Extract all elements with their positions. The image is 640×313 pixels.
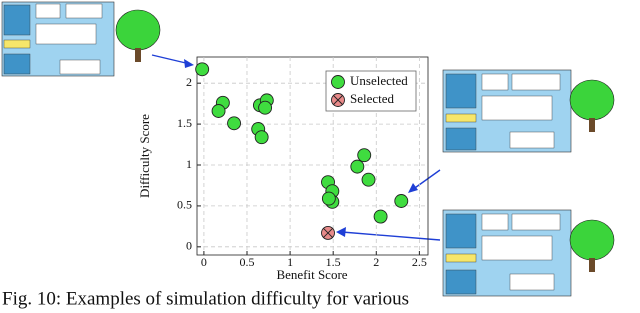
legend-label: Selected: [350, 91, 395, 106]
point: [394, 194, 409, 208]
y-tick-label: 0.5: [177, 198, 192, 212]
point-body: [357, 148, 372, 163]
point-body: [394, 194, 409, 208]
point-body: [321, 191, 336, 206]
y-tick-label: 1: [186, 157, 192, 171]
point-body: [350, 159, 365, 174]
arrows: [151, 54, 441, 241]
y-axis-label: Difficulty Score: [137, 114, 152, 198]
x-tick-label: 2.5: [412, 255, 427, 269]
point: [211, 104, 226, 118]
point: [195, 62, 210, 77]
y-tick-label: 0: [186, 239, 192, 253]
x-tick-label: 0: [201, 255, 207, 269]
point: [357, 148, 372, 163]
x-tick-label: 1.5: [326, 255, 341, 269]
legend-label: Unselected: [350, 73, 408, 88]
x-tick-label: 0.5: [239, 255, 254, 269]
point: [227, 116, 242, 131]
thumbnail-bottom-right: [442, 209, 615, 297]
point-body: [254, 130, 269, 145]
point: [331, 93, 345, 107]
point-body: [331, 75, 345, 89]
point: [321, 191, 336, 206]
point-cross: [323, 228, 333, 238]
point-body: [211, 104, 226, 118]
thumbnail-top-left: [1, 1, 161, 77]
x-tick-label: 2: [373, 255, 379, 269]
point-body: [258, 100, 273, 115]
point: [254, 130, 269, 145]
point-body: [195, 62, 210, 77]
y-tick-label: 1.5: [177, 116, 192, 130]
point-cross: [333, 95, 343, 105]
plot-frame: [196, 56, 429, 256]
point: [321, 225, 335, 240]
point: [331, 75, 345, 89]
point-body: [361, 172, 376, 187]
point: [361, 172, 376, 187]
y-tick-label: 2: [186, 75, 192, 89]
point: [350, 159, 365, 174]
x-axis-label: Benefit Score: [276, 267, 347, 282]
point: [373, 209, 388, 224]
point-body: [227, 116, 242, 131]
point: [258, 100, 273, 115]
thumbnail-right: [442, 69, 615, 153]
x-tick-label: 1: [287, 255, 293, 269]
caption: Fig. 10: Examples of simulation difficul…: [2, 288, 409, 309]
point-body: [373, 209, 388, 224]
